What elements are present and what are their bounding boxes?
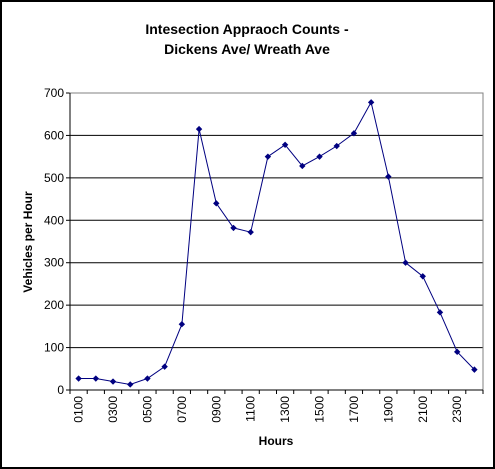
data-point [367,99,375,106]
data-point [385,173,392,180]
data-point [436,309,444,316]
data-point [316,153,323,160]
y-tick-label: 200 [44,298,64,312]
y-tick-label: 400 [44,213,64,227]
y-tick-label: 600 [44,128,64,142]
data-point [144,375,151,382]
data-point [75,375,82,382]
x-tick-label: 2300 [450,396,464,423]
y-tick-label: 500 [44,171,64,185]
chart-title-line-1: Intesection Appraoch Counts - [145,21,349,37]
data-point [213,200,220,207]
y-tick-label: 300 [44,256,64,270]
y-tick-label: 700 [44,86,64,100]
x-tick-label: 1500 [313,396,327,423]
data-point [127,381,134,388]
x-tick-label: 0700 [175,396,189,423]
x-tick-label: 0100 [72,396,86,423]
data-point [471,366,478,373]
y-tick-label: 100 [44,341,64,355]
y-axis-title: Vehicles per Hour [21,191,35,293]
x-tick-label: 1900 [381,396,395,423]
y-tick-label: 0 [57,383,64,397]
data-point [230,224,237,232]
data-point [453,348,461,356]
x-tick-label: 0500 [140,396,154,423]
x-tick-label: 1300 [278,396,292,423]
plot-area [69,92,484,391]
x-tick-label: 1100 [244,396,258,422]
series-line [78,100,475,386]
data-point [195,125,203,133]
chart-title-line-2: Dickens Ave/ Wreath Ave [164,41,330,57]
data-point [350,130,358,137]
x-axis-title: Hours [259,434,294,448]
data-point [178,321,186,328]
data-point [281,141,289,148]
data-point [247,228,254,236]
data-point [264,153,272,160]
x-tick-label: 0900 [209,396,223,423]
data-point [402,259,409,266]
x-tick-label: 0300 [106,396,120,423]
data-point [419,273,426,280]
data-point [299,162,306,170]
data-point [333,142,340,150]
x-tick-label: 2100 [416,396,430,423]
x-tick-label: 1700 [347,396,361,423]
data-point [92,375,100,382]
data-point [109,378,117,385]
data-point [161,363,168,370]
